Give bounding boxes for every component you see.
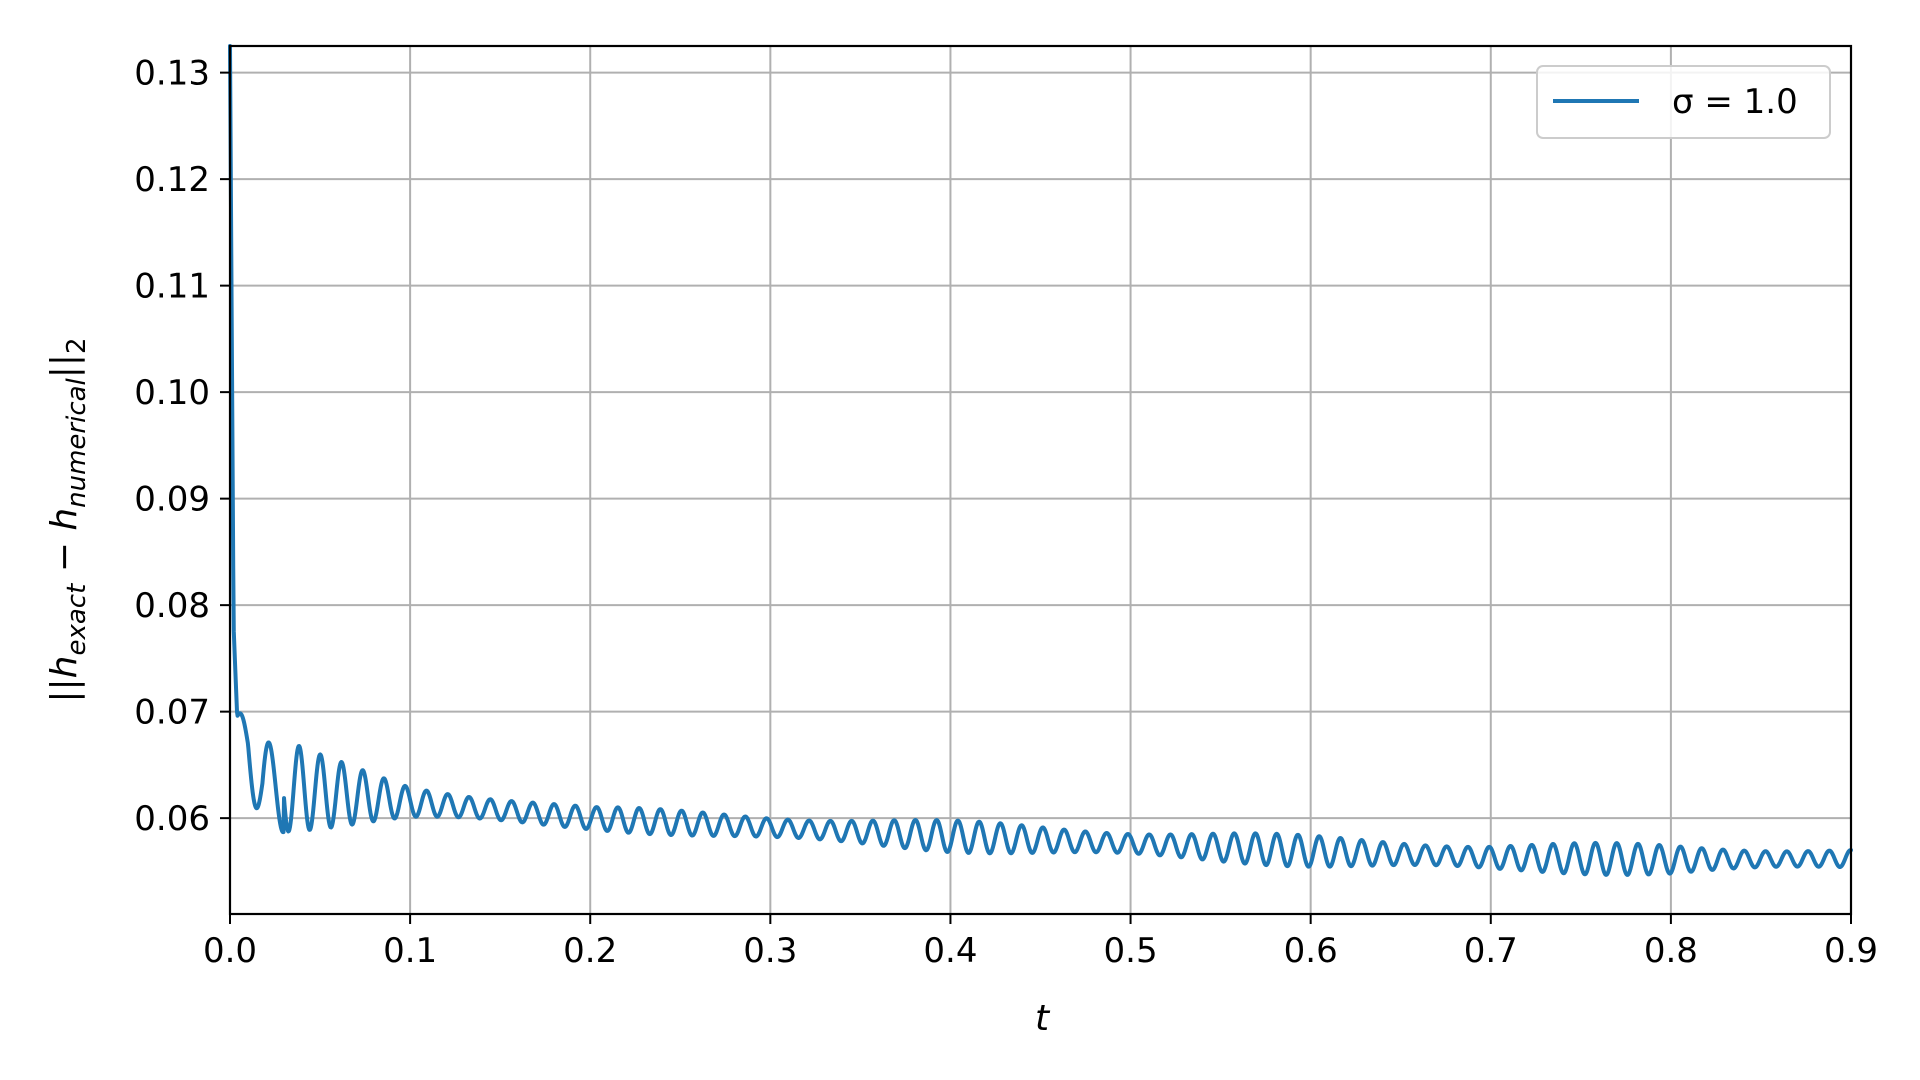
y-tick-label: 0.10 [134, 373, 210, 413]
y-axis-label: ||hexact − hnumerical||2 [44, 337, 92, 702]
x-tick-label: 0.1 [383, 931, 437, 971]
x-axis: 0.0 0.1 0.2 0.3 0.4 0.5 0.6 0.7 0.8 0.9 [203, 914, 1878, 971]
y-tick-label: 0.06 [134, 799, 210, 839]
x-tick-label: 0.5 [1104, 931, 1158, 971]
legend-box [1536, 65, 1831, 139]
x-tick-label: 0.3 [743, 931, 797, 971]
series-line-sigma-1 [228, 44, 1853, 877]
plot-area [230, 46, 1851, 914]
x-tick-label: 0.7 [1464, 931, 1518, 971]
y-tick-label: 0.12 [134, 160, 210, 200]
y-tick-label: 0.13 [134, 54, 210, 94]
series-layer [228, 44, 1853, 877]
x-tick-label: 0.0 [203, 931, 257, 971]
legend-label: σ = 1.0 [1672, 82, 1798, 122]
y-label-open: ||h [44, 656, 85, 703]
y-label-sub-2: 2 [62, 337, 92, 354]
x-tick-label: 0.8 [1644, 931, 1698, 971]
y-tick-label: 0.07 [134, 693, 210, 733]
x-tick-label: 0.9 [1824, 931, 1878, 971]
y-axis: 0.06 0.07 0.08 0.09 0.10 0.11 0.12 0.13 [134, 54, 230, 839]
legend: σ = 1.0 [1536, 65, 1831, 139]
y-label-sub-numerical: numerical [62, 377, 92, 507]
x-tick-label: 0.6 [1284, 931, 1338, 971]
y-label-close: || [44, 354, 85, 378]
y-label-minus: − h [44, 508, 85, 584]
y-tick-label: 0.09 [134, 480, 210, 520]
plot-frame [228, 44, 1853, 916]
y-tick-label: 0.08 [134, 586, 210, 626]
x-tick-label: 0.4 [923, 931, 977, 971]
y-label-sub-exact: exact [62, 583, 92, 656]
y-tick-label: 0.11 [134, 267, 210, 307]
x-axis-label: t [1035, 998, 1051, 1039]
x-tick-label: 0.2 [563, 931, 617, 971]
